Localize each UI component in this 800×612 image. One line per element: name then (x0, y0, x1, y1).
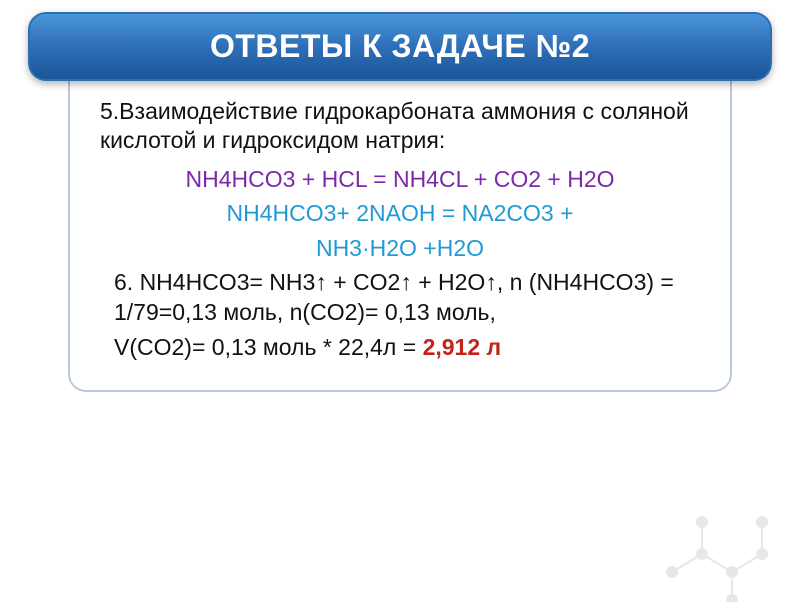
equation-4-answer: 2,912 л (423, 334, 502, 360)
header-container: ОТВЕТЫ К ЗАДАЧЕ №2 5.Взаимодействие гидр… (28, 12, 772, 392)
molecule-watermark-icon (642, 482, 782, 602)
header-bar: ОТВЕТЫ К ЗАДАЧЕ №2 (28, 12, 772, 81)
equation-3: 6. NH4HCO3= NH3↑ + CO2↑ + H2O↑, n (NH4HC… (100, 267, 700, 328)
intro-text: 5.Взаимодействие гидрокарбоната аммония … (100, 97, 700, 156)
equation-4: V(CO2)= 0,13 моль * 22,4л = 2,912 л (100, 332, 700, 362)
equation-4-lhs: V(CO2)= 0,13 моль * 22,4л = (114, 334, 423, 360)
content-panel: 5.Взаимодействие гидрокарбоната аммония … (68, 63, 732, 392)
page-title: ОТВЕТЫ К ЗАДАЧЕ №2 (50, 28, 750, 65)
equation-1: NH4HCO3 + HCL = NH4CL + CO2 + H2O (100, 164, 700, 194)
equation-2b: NH3·H2O +H2O (100, 233, 700, 263)
equation-2a: NH4HCO3+ 2NAOH = NA2CO3 + (100, 198, 700, 228)
